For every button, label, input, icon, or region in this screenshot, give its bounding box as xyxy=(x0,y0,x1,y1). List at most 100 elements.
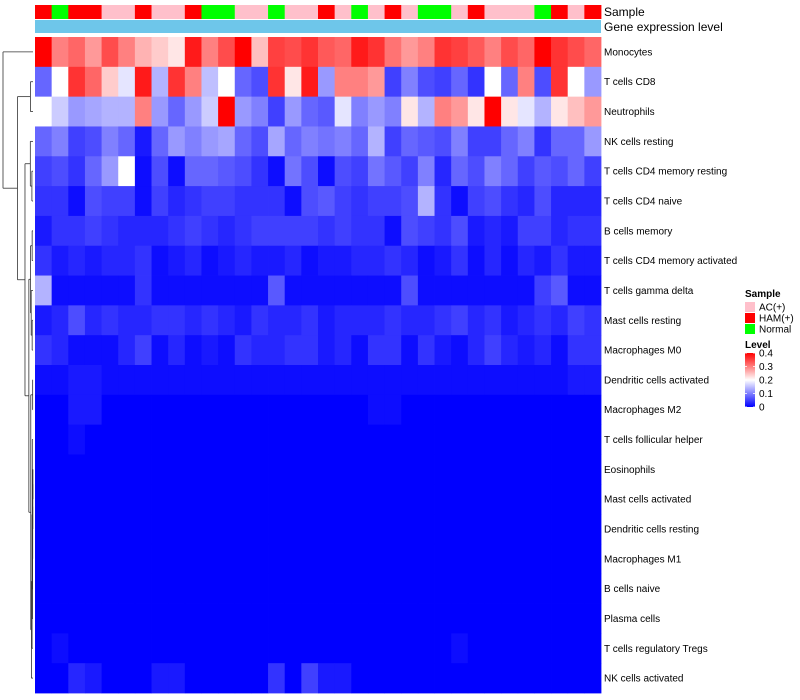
heatmap-cell xyxy=(251,96,269,127)
heatmap-cell xyxy=(168,543,186,575)
heatmap-cell xyxy=(567,543,585,575)
heatmap-cell xyxy=(534,96,552,127)
heatmap-cell xyxy=(68,633,86,664)
heatmap-cell xyxy=(301,215,319,247)
heatmap-cell xyxy=(318,663,336,694)
heatmap-cell xyxy=(101,37,119,68)
heatmap-cell xyxy=(417,245,435,276)
heatmap-cell xyxy=(268,37,286,68)
heatmap-cell xyxy=(484,603,502,634)
heatmap-cell xyxy=(301,126,319,157)
heatmap-cell xyxy=(584,573,602,604)
sample-legend-swatch xyxy=(745,302,755,312)
heatmap-cell xyxy=(68,365,86,396)
heatmap-cell xyxy=(384,424,402,455)
heatmap-cell xyxy=(68,454,86,485)
heatmap-cell xyxy=(367,603,385,634)
heatmap-cell xyxy=(584,514,602,545)
row-label: Dendritic cells resting xyxy=(604,525,699,536)
heatmap-cell xyxy=(318,394,336,426)
heatmap-cell xyxy=(35,573,53,604)
heatmap-cell xyxy=(118,245,136,276)
heatmap-cell xyxy=(334,603,352,634)
heatmap-cell xyxy=(584,365,602,396)
heatmap-cell xyxy=(118,543,136,575)
heatmap-cell xyxy=(151,215,169,247)
heatmap-cell xyxy=(551,424,569,455)
heatmap-cell xyxy=(251,484,269,515)
heatmap-cell xyxy=(268,305,286,336)
heatmap-cell xyxy=(351,245,369,276)
heatmap-cell xyxy=(451,514,469,545)
heatmap-cell xyxy=(168,305,186,336)
heatmap-cell xyxy=(151,126,169,157)
heatmap-cell xyxy=(35,66,53,98)
heatmap-cell xyxy=(284,335,302,366)
heatmap-cell xyxy=(484,484,502,515)
heatmap-cell xyxy=(268,96,286,127)
heatmap-cell xyxy=(517,275,535,306)
heatmap-cell xyxy=(401,514,419,545)
sample-annotation-cell xyxy=(118,5,136,19)
heatmap-cell xyxy=(534,156,552,187)
heatmap-cell xyxy=(234,126,252,157)
heatmap-cell xyxy=(334,66,352,98)
heatmap-cell xyxy=(351,573,369,604)
row-label: NK cells activated xyxy=(604,674,683,685)
heatmap-cell xyxy=(68,245,86,276)
heatmap-cell xyxy=(551,305,569,336)
heatmap-cell xyxy=(268,603,286,634)
heatmap-cell xyxy=(118,514,136,545)
heatmap-cell xyxy=(284,514,302,545)
heatmap-cell xyxy=(218,484,236,515)
heatmap-cell xyxy=(567,335,585,366)
heatmap-cell xyxy=(584,186,602,217)
heatmap-cell xyxy=(517,603,535,634)
heatmap-cell xyxy=(517,126,535,157)
heatmap-cell xyxy=(301,37,319,68)
heatmap-cell xyxy=(151,633,169,664)
sample-legend-label: AC(+) xyxy=(759,303,785,314)
heatmap-cell xyxy=(584,543,602,575)
sample-legend-label: HAM(+) xyxy=(759,314,794,325)
heatmap-cell xyxy=(384,245,402,276)
heatmap-cell xyxy=(467,335,485,366)
sample-annotation-cell xyxy=(168,5,186,19)
heatmap-cell xyxy=(35,186,53,217)
heatmap-cell xyxy=(584,156,602,187)
sample-annotation-label: Sample xyxy=(604,5,645,19)
heatmap-cell xyxy=(51,394,69,426)
heatmap-cell xyxy=(584,215,602,247)
heatmap-cell xyxy=(51,484,69,515)
heatmap-cell xyxy=(351,454,369,485)
heatmap-cell xyxy=(268,365,286,396)
heatmap-cell xyxy=(251,633,269,664)
heatmap-cell xyxy=(151,663,169,694)
heatmap-cell xyxy=(318,335,336,366)
heatmap-cell xyxy=(101,275,119,306)
heatmap-cell xyxy=(551,37,569,68)
heatmap-cell xyxy=(417,275,435,306)
heatmap-cell xyxy=(534,484,552,515)
heatmap-cell xyxy=(451,305,469,336)
sample-annotation-cell xyxy=(101,5,119,19)
heatmap-cell xyxy=(334,245,352,276)
heatmap-cell xyxy=(401,365,419,396)
heatmap-cell xyxy=(551,215,569,247)
heatmap-cell xyxy=(467,514,485,545)
heatmap-cell xyxy=(268,275,286,306)
heatmap-cell xyxy=(35,96,53,127)
heatmap-cell xyxy=(234,335,252,366)
heatmap-cell xyxy=(268,394,286,426)
heatmap-cell xyxy=(68,663,86,694)
heatmap-cell xyxy=(567,424,585,455)
heatmap-cell xyxy=(384,365,402,396)
heatmap-cell xyxy=(484,424,502,455)
heatmap-cell xyxy=(351,514,369,545)
heatmap-cell xyxy=(318,245,336,276)
heatmap-cell xyxy=(551,66,569,98)
heatmap-cell xyxy=(151,156,169,187)
sample-legend-swatch xyxy=(745,313,755,323)
heatmap-cell xyxy=(334,156,352,187)
heatmap-cell xyxy=(234,603,252,634)
